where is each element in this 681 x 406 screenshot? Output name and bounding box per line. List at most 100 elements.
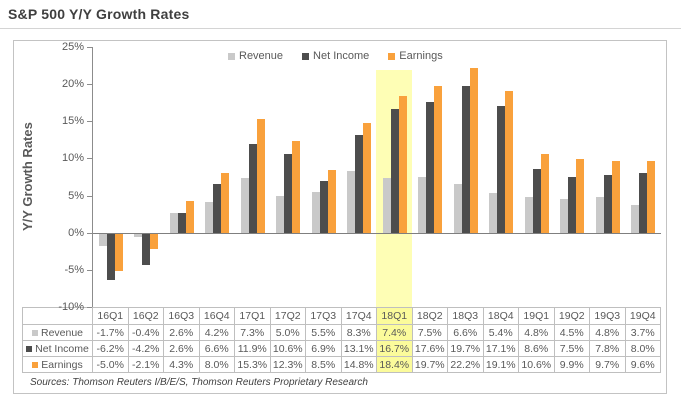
bar-net-income-18q2 xyxy=(426,101,435,233)
table-cell: 4.2% xyxy=(198,324,235,341)
table-cell: 18.4% xyxy=(376,356,413,373)
bar-net-income-16q1 xyxy=(106,233,115,280)
bar-earnings-19q4 xyxy=(647,161,656,233)
bar-net-income-16q3 xyxy=(177,213,186,233)
bar-net-income-16q2 xyxy=(142,233,151,265)
table-row-label: Net Income xyxy=(22,340,93,357)
table-cell: 8.5% xyxy=(305,356,342,373)
bar-net-income-18q3 xyxy=(461,86,470,233)
table-cell: 10.6% xyxy=(518,356,555,373)
table-header-cell: 16Q2 xyxy=(127,307,164,325)
bar-net-income-19q1 xyxy=(532,168,541,233)
y-tick-mark xyxy=(87,47,92,48)
y-tick-label: 0% xyxy=(68,226,84,239)
table-header-cell: 17Q2 xyxy=(269,307,306,325)
bar-revenue-19q4 xyxy=(631,205,640,233)
table-cell: -2.1% xyxy=(127,356,164,373)
bar-net-income-19q2 xyxy=(568,177,577,233)
data-table: 16Q1 16Q2 16Q3 16Q4 17Q1 17Q2 17Q3 17Q4 18Q1 18Q2… xyxy=(22,307,661,373)
bar-earnings-17q3 xyxy=(327,169,336,233)
bar-earnings-18q3 xyxy=(469,67,478,233)
table-header-cell: 16Q4 xyxy=(198,307,235,325)
table-header-cell: 18Q4 xyxy=(482,307,519,325)
table-header-cell: 19Q3 xyxy=(589,307,626,325)
bar-earnings-16q1 xyxy=(114,233,123,271)
table-row-label: Earnings xyxy=(22,356,93,373)
bar-net-income-18q4 xyxy=(497,105,506,233)
bar-earnings-16q3 xyxy=(185,200,194,233)
y-tick-mark xyxy=(87,121,92,123)
bar-net-income-17q4 xyxy=(355,135,364,233)
y-tick-label: -10% xyxy=(58,301,84,313)
table-cell: 8.6% xyxy=(518,340,555,357)
table-cell: 5.0% xyxy=(269,324,306,341)
table-cell: 15.3% xyxy=(234,356,271,373)
table-header-cell: 16Q1 xyxy=(92,307,129,325)
bar-revenue-16q1 xyxy=(98,233,107,247)
table-cell: 17.1% xyxy=(482,340,519,357)
table-row: Earnings -5.0% -2.1% 4.3% 8.0% 15.3% 12.3% 8.5%… xyxy=(22,356,661,373)
bar-earnings-17q2 xyxy=(292,141,301,233)
table-cell: -1.7% xyxy=(92,324,129,341)
bar-net-income-17q1 xyxy=(248,144,257,233)
table-cell: 9.9% xyxy=(553,356,590,373)
table-cell: 6.6% xyxy=(447,324,484,341)
title-rule xyxy=(0,28,681,29)
y-tick-mark xyxy=(87,232,92,234)
bar-net-income-19q4 xyxy=(639,173,648,233)
page-title: S&P 500 Y/Y Growth Rates xyxy=(8,6,190,22)
bar-revenue-19q1 xyxy=(524,197,533,233)
chart-frame: Y/Y Growth Rates Revenue Net Income Earnin… xyxy=(13,40,667,394)
table-header-cell: 19Q4 xyxy=(624,307,661,325)
bar-revenue-19q2 xyxy=(560,199,569,233)
table-cell: 9.6% xyxy=(624,356,661,373)
bar-revenue-18q2 xyxy=(418,177,427,233)
table-cell: 6.6% xyxy=(198,340,235,357)
bar-net-income-17q3 xyxy=(319,181,328,233)
legend-swatch-icon xyxy=(228,52,235,60)
table-cell: 7.5% xyxy=(411,324,448,341)
legend: Revenue Net Income Earnings xyxy=(228,50,443,62)
legend-label: Earnings xyxy=(399,50,443,62)
legend-label: Net Income xyxy=(313,50,370,62)
table-header-cell: 17Q4 xyxy=(340,307,377,325)
y-tick-mark xyxy=(87,307,92,308)
y-tick-mark xyxy=(87,84,92,86)
table-cell: 14.8% xyxy=(340,356,377,373)
table-cell: -0.4% xyxy=(127,324,164,341)
table-header-cell: 18Q1 xyxy=(376,307,413,325)
row-swatch-icon xyxy=(26,345,33,352)
bar-net-income-16q4 xyxy=(213,183,222,233)
bar-net-income-19q3 xyxy=(603,174,612,233)
y-tick-label: 15% xyxy=(61,115,84,128)
table-cell: 8.3% xyxy=(340,324,377,341)
bar-revenue-19q3 xyxy=(595,197,604,233)
bar-revenue-17q3 xyxy=(311,191,320,233)
y-tick-label: 25% xyxy=(61,41,84,53)
bar-earnings-18q2 xyxy=(434,86,443,233)
y-tick-label: 10% xyxy=(61,152,84,165)
bar-revenue-18q4 xyxy=(489,192,498,233)
table-row: Net Income -6.2% -4.2% 2.6% 6.6% 11.9% 10.6% 6.… xyxy=(22,340,661,357)
table-row: Revenue -1.7% -0.4% 2.6% 4.2% 7.3% 5.0% 5.5% 8.3… xyxy=(22,324,661,341)
legend-swatch-icon xyxy=(388,52,396,60)
table-cell: 19.7% xyxy=(447,340,484,357)
table-cell: 7.4% xyxy=(376,324,413,341)
bar-earnings-17q1 xyxy=(256,119,265,233)
y-tick-label: -5% xyxy=(64,263,84,276)
table-header-cell: 17Q3 xyxy=(305,307,342,325)
bar-revenue-16q2 xyxy=(134,233,143,237)
table-cell: 4.5% xyxy=(553,324,590,341)
table-cell: 4.3% xyxy=(163,356,200,373)
bar-revenue-16q3 xyxy=(169,213,178,233)
table-cell: 17.6% xyxy=(411,340,448,357)
legend-label: Revenue xyxy=(239,50,284,62)
table-row-label: Revenue xyxy=(22,324,93,341)
table-cell: -5.0% xyxy=(92,356,129,373)
row-swatch-icon xyxy=(32,361,39,368)
table-cell: 22.2% xyxy=(447,356,484,373)
bar-earnings-18q1 xyxy=(398,96,407,233)
bar-net-income-17q2 xyxy=(284,153,293,233)
bar-revenue-17q1 xyxy=(240,178,249,233)
y-tick-mark xyxy=(87,195,92,197)
